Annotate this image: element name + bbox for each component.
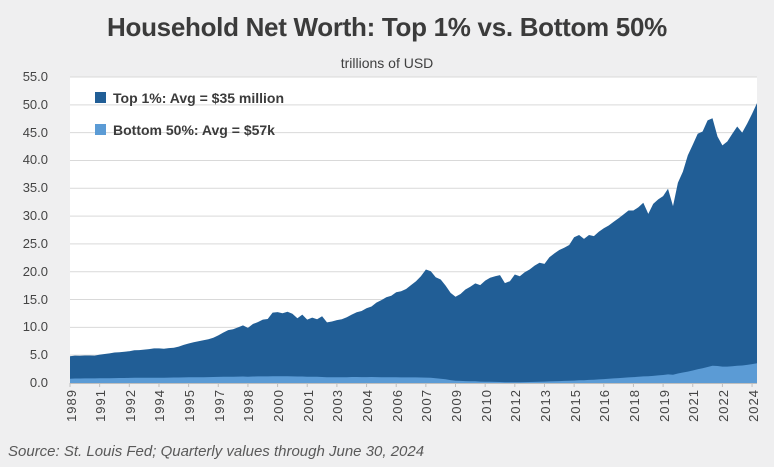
y-axis-label: 20.0: [22, 263, 48, 279]
y-axis-label: 50.0: [22, 96, 48, 112]
legend-swatch: [95, 92, 106, 103]
y-axis-label: 30.0: [22, 208, 48, 224]
x-axis-label: 2019: [656, 389, 672, 422]
x-axis-label: 2016: [597, 389, 613, 422]
legend-label: Bottom 50%: Avg = $57k: [113, 121, 275, 138]
y-axis-label: 15.0: [22, 291, 48, 307]
y-axis-label: 5.0: [29, 347, 48, 363]
y-axis-label: 55.0: [22, 69, 48, 84]
x-axis-label: 2021: [686, 389, 702, 422]
y-axis-label: 45.0: [22, 124, 48, 140]
x-axis-label: 2010: [478, 389, 494, 422]
legend-item-top1: Top 1%: Avg = $35 million: [95, 89, 285, 106]
y-axis-label: 40.0: [22, 152, 48, 168]
x-axis-label: 2009: [449, 389, 464, 422]
y-axis-label: 25.0: [22, 235, 48, 251]
area-bottom50: [70, 363, 757, 383]
source-note: Source: St. Louis Fed; Quarterly values …: [8, 443, 425, 460]
y-axis-label: 35.0: [22, 180, 48, 196]
x-axis-label: 2015: [567, 389, 583, 422]
area-top1: [70, 103, 757, 383]
x-axis-label: 2012: [508, 389, 524, 422]
x-axis-label: 2018: [626, 389, 642, 422]
y-axis-label: 10.0: [22, 319, 48, 335]
x-axis-label: 2024: [745, 389, 761, 422]
chart-title: Household Net Worth: Top 1% vs. Bottom 5…: [107, 12, 667, 42]
legend-item-bottom50: Bottom 50%: Avg = $57k: [95, 121, 284, 138]
x-axis-label: 2013: [537, 389, 553, 422]
x-axis-label: 2022: [715, 389, 731, 422]
legend-label: Top 1%: Avg = $35 million: [113, 89, 285, 106]
legend: Top 1%: Avg = $35 million Bottom 50%: Avg…: [95, 90, 284, 154]
y-axis-label: 0.0: [29, 375, 48, 390]
legend-swatch: [95, 124, 106, 135]
chart-units-label: trillions of USD: [340, 55, 434, 71]
